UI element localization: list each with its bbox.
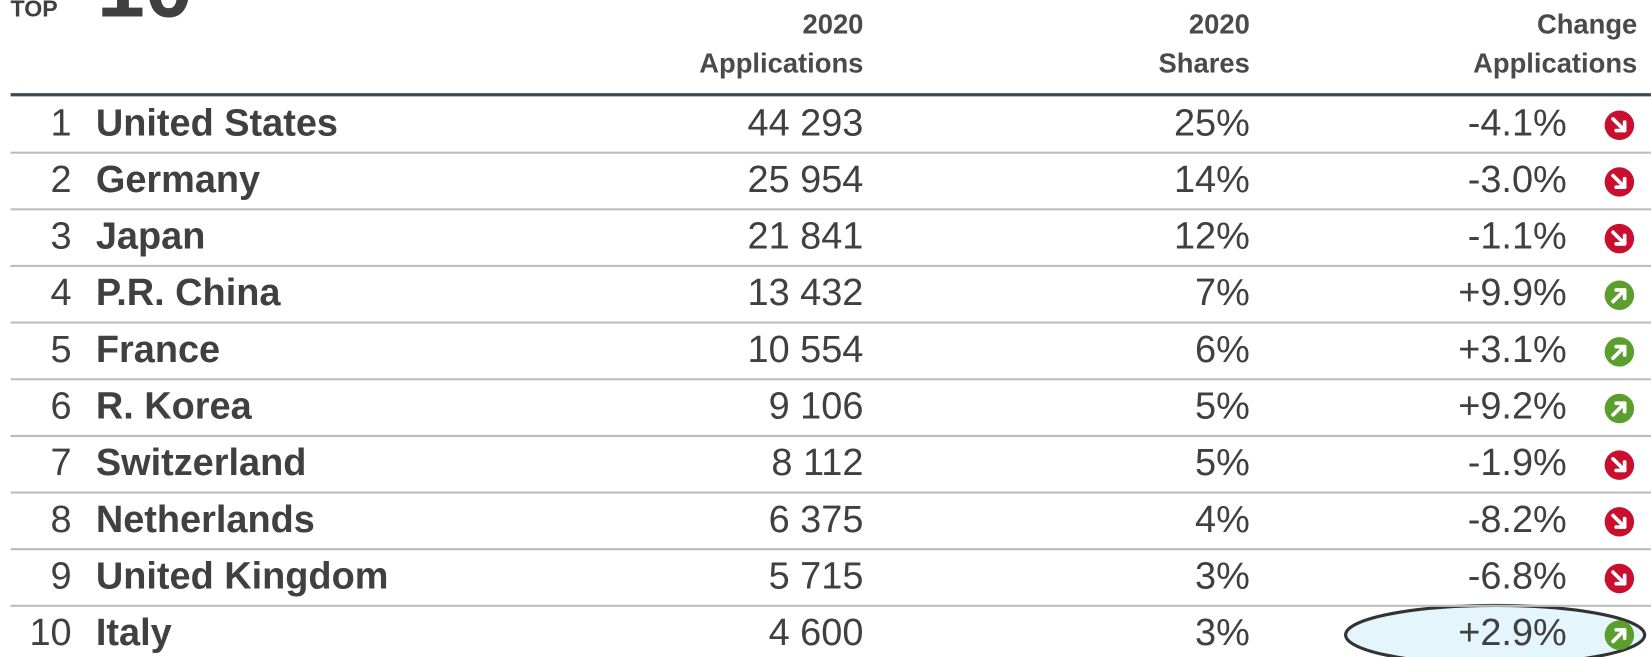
change: -8.2%: [1468, 499, 1567, 541]
column-header: Change: [1537, 9, 1637, 40]
icon-arrow: [1611, 117, 1627, 133]
change: +3.1%: [1458, 329, 1567, 371]
applications: 5 715: [769, 555, 864, 597]
applications: 6 375: [769, 499, 864, 541]
title-small: TOP: [11, 0, 58, 22]
applications: 8 112: [771, 442, 863, 484]
share: 3%: [1195, 612, 1250, 654]
applications: 9 106: [769, 386, 864, 428]
country: Netherlands: [96, 499, 315, 541]
arrow-down-icon: [1604, 110, 1635, 141]
arrow-up-icon: [1604, 337, 1635, 367]
country: Switzerland: [96, 442, 307, 484]
change: -6.8%: [1468, 555, 1567, 597]
share: 12%: [1174, 216, 1250, 258]
change: -3.0%: [1468, 159, 1567, 201]
arrow-up-icon: [1604, 393, 1635, 424]
icon-arrow: [1611, 457, 1627, 473]
applications: 4 600: [769, 612, 864, 654]
column-header: 2020: [803, 9, 864, 40]
column-header: 2020: [1189, 9, 1250, 40]
change: +9.2%: [1458, 386, 1567, 428]
rank: 4: [51, 272, 72, 314]
country: France: [96, 329, 220, 371]
rank: 1: [51, 102, 72, 144]
icon-arrow: [1611, 570, 1627, 586]
icon-arrow: [1611, 344, 1627, 361]
rank: 5: [51, 329, 72, 371]
country: United States: [96, 102, 338, 144]
share: 5%: [1195, 442, 1250, 484]
rank: 8: [51, 499, 72, 541]
arrow-down-icon: [1604, 223, 1635, 254]
arrow-up-icon: [1604, 620, 1635, 650]
arrow-down-icon: [1604, 167, 1635, 197]
country: Japan: [96, 216, 206, 258]
icon-arrow: [1611, 627, 1627, 644]
change: +9.9%: [1458, 272, 1567, 314]
icon-arrow: [1611, 230, 1627, 246]
rank: 7: [51, 442, 72, 484]
rank: 6: [51, 386, 72, 428]
share: 5%: [1195, 386, 1250, 428]
country: United Kingdom: [96, 555, 389, 597]
applications: 10 554: [747, 329, 863, 371]
rank: 10: [29, 612, 71, 654]
applications: 25 954: [747, 159, 863, 201]
arrow-up-icon: [1604, 280, 1635, 310]
country: Germany: [96, 159, 260, 201]
applications: 13 432: [747, 272, 863, 314]
arrow-down-icon: [1604, 450, 1635, 480]
share: 6%: [1195, 329, 1250, 371]
icon-arrow: [1611, 401, 1627, 417]
arrow-down-icon: [1604, 563, 1635, 594]
change: -1.1%: [1468, 216, 1567, 258]
country: P.R. China: [96, 272, 282, 314]
share: 14%: [1174, 159, 1250, 201]
applications: 44 293: [747, 102, 863, 144]
change: -4.1%: [1468, 102, 1567, 144]
icon-arrow: [1611, 288, 1627, 304]
applications: 21 841: [747, 216, 863, 258]
icon-arrow: [1611, 513, 1627, 529]
rank: 3: [51, 216, 72, 258]
column-header: Applications: [699, 48, 863, 79]
country: R. Korea: [96, 386, 253, 428]
share: 25%: [1174, 102, 1250, 144]
arrow-down-icon: [1604, 507, 1635, 537]
icon-arrow: [1611, 173, 1627, 190]
title-big: 10: [97, 0, 193, 35]
column-header: Shares: [1159, 48, 1250, 79]
share: 3%: [1195, 555, 1250, 597]
column-header: Applications: [1473, 48, 1637, 79]
change: -1.9%: [1468, 442, 1567, 484]
rank: 2: [51, 159, 72, 201]
country: Italy: [96, 612, 172, 654]
share: 4%: [1195, 499, 1250, 541]
share: 7%: [1195, 272, 1250, 314]
change: +2.9%: [1458, 612, 1567, 654]
rank: 9: [51, 555, 72, 597]
